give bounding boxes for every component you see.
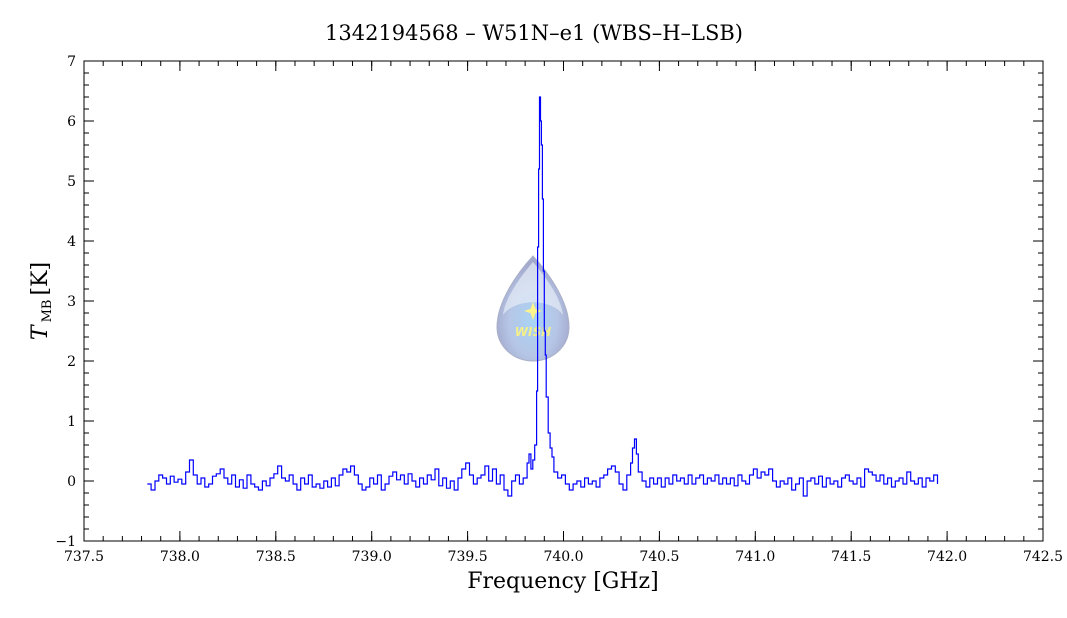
x-axis-label: Frequency [GHz] (467, 569, 659, 594)
y-tick-label: 5 (67, 174, 76, 190)
y-tick-label: −1 (55, 534, 76, 550)
y-axis-label: TMB [K] (28, 262, 55, 340)
x-tick-label: 737.5 (64, 549, 104, 565)
y-tick-label: 0 (67, 474, 76, 490)
logo-text: WISH (515, 325, 551, 339)
x-tick-label: 739.0 (352, 549, 392, 565)
spectrum-line (147, 96, 939, 497)
y-label-subscript: MB (40, 300, 55, 323)
star-icon (524, 302, 542, 320)
y-tick-label: 2 (67, 354, 76, 370)
wish-logo: WISH (496, 255, 570, 362)
x-tick-label: 741.5 (831, 549, 871, 565)
y-tick-label: 4 (67, 234, 76, 250)
y-label-symbol: T (28, 323, 53, 340)
x-tick-label: 740.5 (639, 549, 679, 565)
y-tick-label: 7 (67, 54, 76, 70)
chart-title: 1342194568 – W51N–e1 (WBS–H–LSB) (325, 21, 743, 45)
y-tick-label: 1 (67, 414, 76, 430)
y-label-unit: [K] (28, 262, 53, 296)
x-tick-label: 742.5 (1023, 549, 1063, 565)
x-tick-label: 738.5 (256, 549, 296, 565)
y-tick-label: 3 (67, 294, 76, 310)
y-tick-label: 6 (67, 114, 76, 130)
x-tick-label: 739.5 (448, 549, 488, 565)
x-tick-label: 740.0 (543, 549, 583, 565)
x-tick-label: 741.0 (735, 549, 775, 565)
x-tick-label: 738.0 (160, 549, 200, 565)
x-tick-label: 742.0 (927, 549, 967, 565)
